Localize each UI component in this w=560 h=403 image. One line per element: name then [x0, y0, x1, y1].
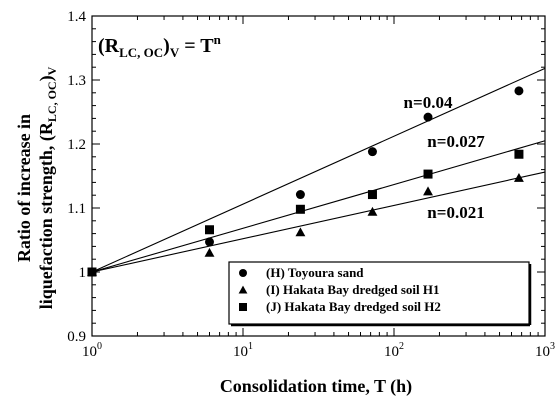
data-point-circle [205, 237, 215, 247]
legend-label: (H) Toyoura sand [266, 265, 364, 280]
x-tick-label: 102 [384, 341, 404, 360]
fit-line [91, 171, 546, 273]
data-point-square [205, 225, 215, 235]
x-axis-ticks: 100 101 102 103 [82, 16, 555, 360]
formula: (RLC, OC)V = Tn [98, 32, 222, 60]
data-point-triangle [204, 247, 215, 257]
plot-frame [91, 15, 546, 337]
x-tick-label: 103 [535, 341, 555, 360]
data-point-square [367, 190, 377, 200]
data-point-circle [239, 269, 247, 277]
annotations: (RLC, OC)V = Tn n=0.04 n=0.021 n=0.027 [98, 32, 485, 222]
y-axis-title-line1: Ratio of increase in [14, 114, 34, 262]
y-tick-label: 0.9 [67, 329, 86, 345]
x-tick-label: 101 [233, 341, 253, 360]
y-tick-label: 1.3 [67, 73, 86, 89]
data-point-square [514, 149, 524, 159]
x-axis-title: Consolidation time, T (h) [220, 376, 412, 397]
plot-area-border [91, 15, 546, 337]
n-value-label: n=0.027 [427, 132, 485, 151]
data-point-triangle [367, 206, 378, 216]
data-point-triangle [238, 285, 248, 294]
n-value-label: n=0.04 [404, 93, 453, 112]
y-tick-label: 1.2 [67, 137, 86, 153]
y-axis-ticks: 0.9 1 1.1 1.2 1.3 1.4 [67, 9, 545, 345]
y-axis-title-line2: liquefaction strength, (RLC, OC)V [36, 66, 59, 309]
n-value-label: n=0.021 [427, 203, 484, 222]
fit-line [91, 67, 546, 273]
data-point-circle [423, 112, 433, 122]
data-point-triangle [423, 186, 433, 196]
data-point-circle [367, 147, 377, 157]
data-point-circle [295, 190, 305, 200]
data-point-circle [514, 86, 524, 96]
y-axis-title: Ratio of increase in liquefaction streng… [14, 66, 59, 309]
y-tick-label: 1.1 [67, 201, 86, 217]
y-tick-label: 1.4 [67, 9, 86, 25]
legend: (H) Toyoura sand (I) Hakata Bay dredged s… [228, 261, 532, 327]
data-point-square [87, 267, 97, 277]
y-tick-label: 1 [79, 265, 87, 281]
data-point-square [295, 204, 305, 214]
fit-line [91, 140, 546, 273]
data-point-square [239, 303, 247, 311]
data-point-triangle [513, 172, 524, 182]
fit-lines [91, 67, 546, 273]
data-point-triangle [295, 227, 306, 237]
legend-label: (I) Hakata Bay dredged soil H1 [266, 282, 439, 297]
legend-label: (J) Hakata Bay dredged soil H2 [266, 299, 441, 314]
x-tick-label: 100 [82, 341, 102, 360]
data-point-square [423, 169, 433, 179]
data-points [87, 86, 524, 277]
legend-box [228, 261, 530, 325]
